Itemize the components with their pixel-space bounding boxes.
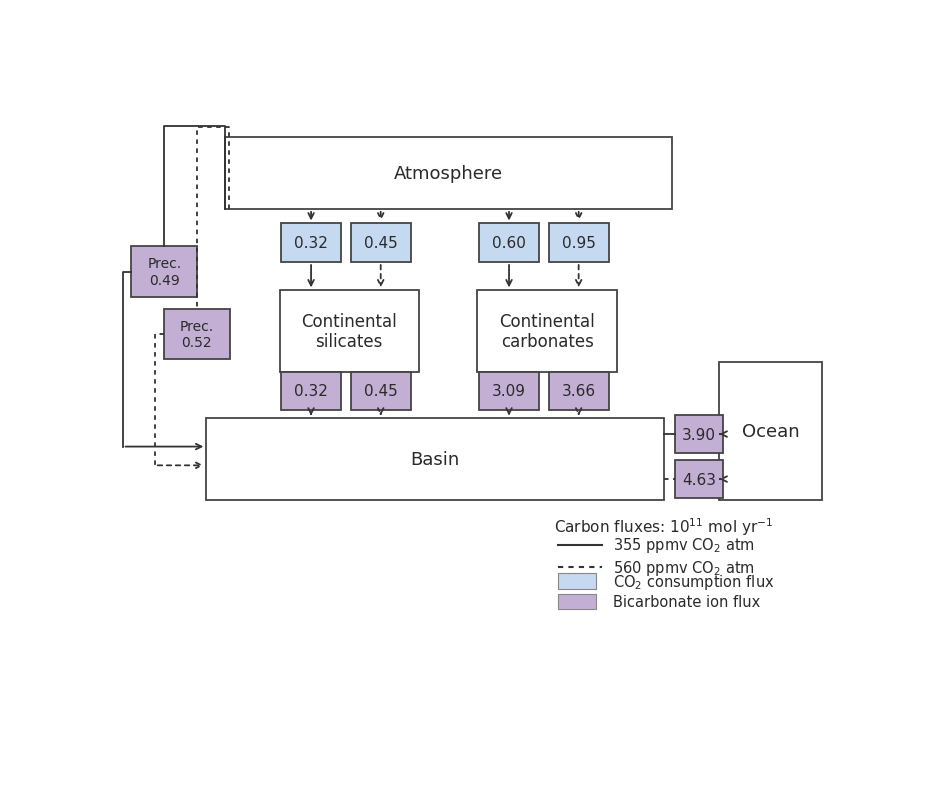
FancyBboxPatch shape	[131, 247, 198, 297]
Text: 4.63: 4.63	[682, 472, 716, 487]
FancyBboxPatch shape	[719, 363, 822, 500]
FancyBboxPatch shape	[224, 138, 672, 210]
Text: Atmosphere: Atmosphere	[394, 165, 502, 182]
Text: 3.66: 3.66	[562, 384, 596, 399]
Text: 0.45: 0.45	[364, 384, 397, 399]
Text: Prec.
0.49: Prec. 0.49	[148, 257, 182, 287]
FancyBboxPatch shape	[479, 224, 539, 263]
FancyBboxPatch shape	[549, 224, 608, 263]
FancyBboxPatch shape	[478, 291, 617, 372]
Text: Continental
carbonates: Continental carbonates	[499, 312, 595, 351]
Text: Continental
silicates: Continental silicates	[302, 312, 397, 351]
Text: Carbon fluxes: 10$^{11}$ mol yr$^{-1}$: Carbon fluxes: 10$^{11}$ mol yr$^{-1}$	[554, 516, 774, 538]
Text: 560 ppmv CO$_2$ atm: 560 ppmv CO$_2$ atm	[613, 558, 755, 577]
FancyBboxPatch shape	[549, 372, 608, 411]
Text: Ocean: Ocean	[742, 423, 799, 440]
Text: Basin: Basin	[411, 451, 460, 469]
FancyBboxPatch shape	[479, 372, 539, 411]
Text: 0.60: 0.60	[492, 236, 526, 251]
FancyBboxPatch shape	[280, 291, 419, 372]
FancyBboxPatch shape	[164, 310, 230, 359]
Text: CO$_2$ consumption flux: CO$_2$ consumption flux	[613, 572, 775, 590]
Text: 355 ppmv CO$_2$ atm: 355 ppmv CO$_2$ atm	[613, 535, 755, 555]
Text: 0.32: 0.32	[294, 384, 328, 399]
Text: 3.90: 3.90	[682, 427, 716, 442]
Text: Prec.
0.52: Prec. 0.52	[180, 320, 214, 350]
FancyBboxPatch shape	[558, 594, 596, 609]
FancyBboxPatch shape	[281, 224, 342, 263]
FancyBboxPatch shape	[351, 372, 411, 411]
FancyBboxPatch shape	[206, 419, 664, 500]
Text: 0.32: 0.32	[294, 236, 328, 251]
Text: 0.95: 0.95	[562, 236, 596, 251]
Text: Bicarbonate ion flux: Bicarbonate ion flux	[613, 594, 761, 609]
FancyBboxPatch shape	[675, 461, 723, 498]
FancyBboxPatch shape	[351, 224, 411, 263]
Text: 3.09: 3.09	[492, 384, 526, 399]
Text: 0.45: 0.45	[364, 236, 397, 251]
FancyBboxPatch shape	[281, 372, 342, 411]
FancyBboxPatch shape	[675, 416, 723, 453]
FancyBboxPatch shape	[558, 574, 596, 589]
